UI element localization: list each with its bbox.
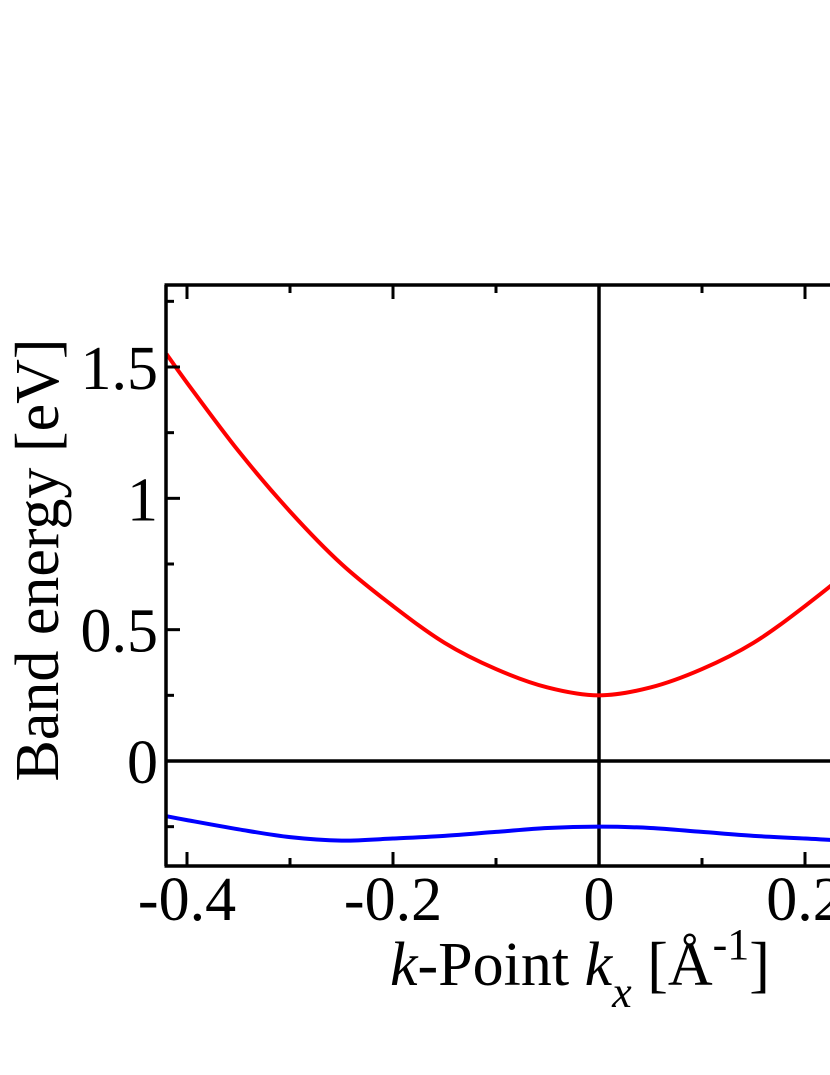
tick-labels: -0.4 -0.2 0 0.2 0 0.5 1 1.5 — [81, 335, 830, 934]
x-title-kx-sub: x — [611, 968, 632, 1017]
x-tick-label: 0 — [584, 866, 615, 934]
y-tick-label: 1 — [127, 466, 158, 534]
x-tick-label: -0.4 — [138, 866, 236, 934]
x-tick-label: 0.2 — [766, 866, 830, 934]
y-tick-label: 0.5 — [81, 598, 159, 666]
y-tick-label: 1.5 — [81, 335, 159, 403]
x-title-unit-close: ] — [749, 931, 770, 999]
axes — [164, 283, 830, 868]
ticks — [166, 285, 807, 866]
x-title-unit-exp: -1 — [713, 920, 750, 969]
x-title-kx: k — [585, 931, 614, 999]
valence-band-line — [166, 814, 830, 843]
plot-area — [166, 285, 830, 866]
conduction-band-line — [166, 352, 830, 698]
x-title-point: -Point — [418, 931, 585, 999]
y-tick-label: 0 — [127, 729, 158, 797]
x-axis-title: k-Point kx [Å-1] — [390, 920, 770, 1017]
y-axis-title: Band energy [eV] — [4, 338, 72, 781]
x-title-k: k — [390, 931, 419, 999]
x-tick-label: -0.2 — [344, 866, 442, 934]
x-title-unit-open: [Å — [632, 931, 713, 999]
